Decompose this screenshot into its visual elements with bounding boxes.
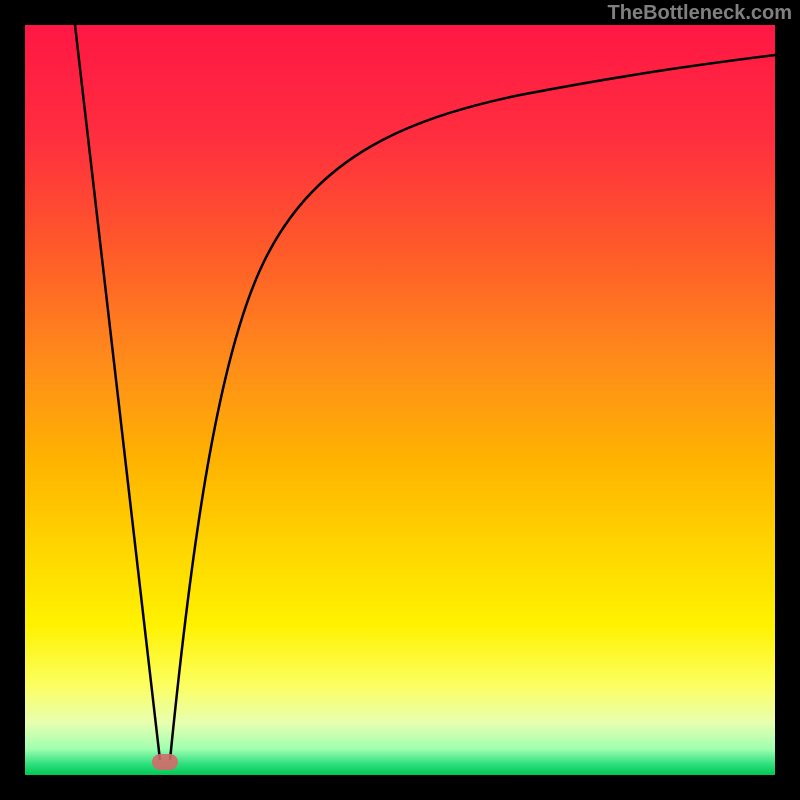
watermark-text: TheBottleneck.com [608,2,792,25]
chart-container: TheBottleneck.com [0,0,800,800]
chart-background [25,25,775,775]
minimum-marker [152,754,178,770]
bottleneck-chart [0,0,800,800]
